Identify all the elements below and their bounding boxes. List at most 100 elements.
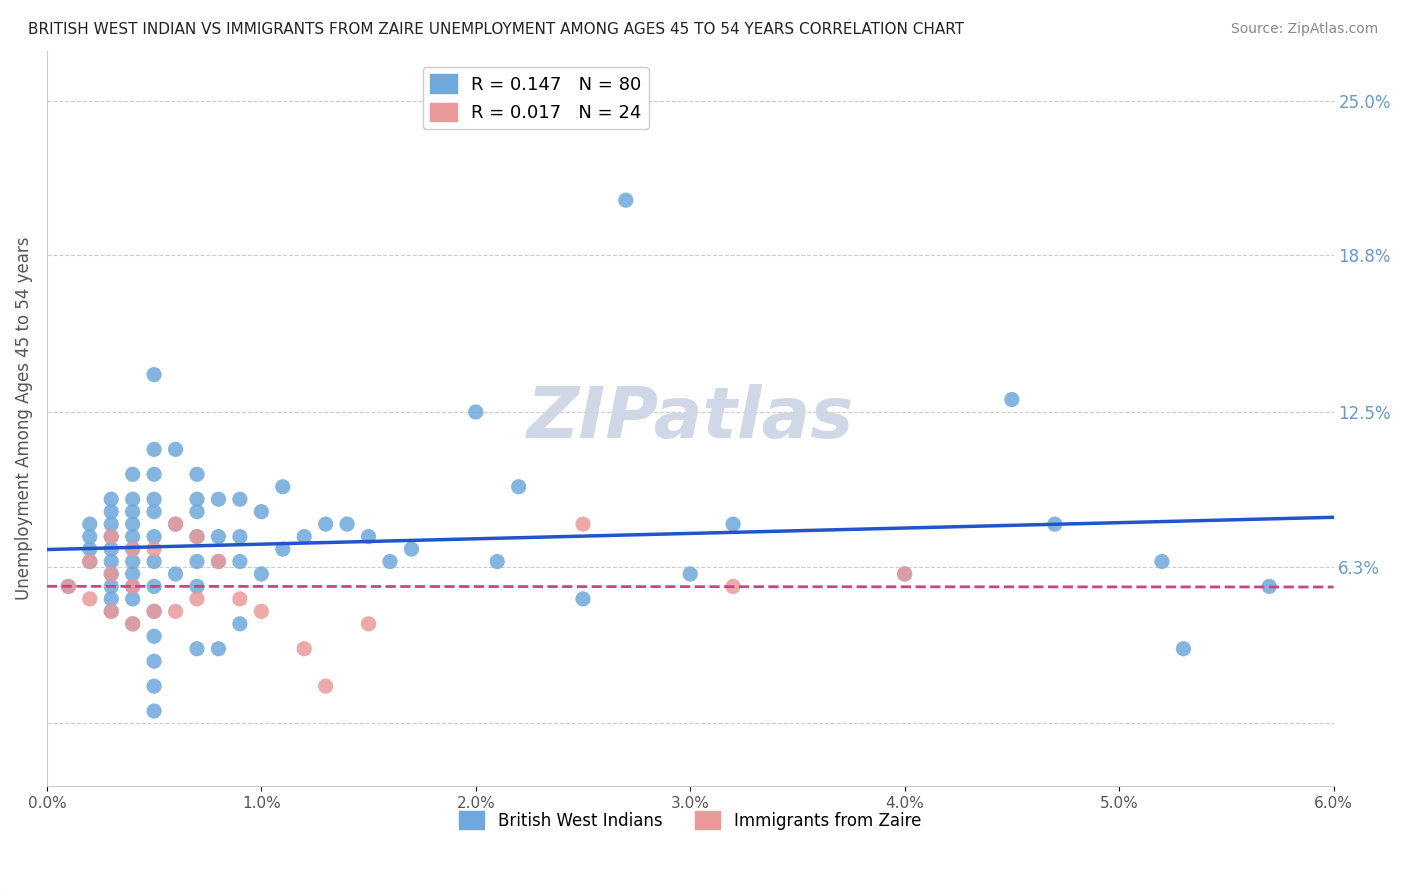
Point [229, 530, 252, 544]
Point [315, 679, 337, 693]
Point [121, 566, 143, 581]
Point [1173, 641, 1195, 656]
Point [893, 566, 915, 581]
Point [165, 517, 187, 532]
Point [186, 530, 208, 544]
Point [271, 480, 294, 494]
Point [186, 492, 208, 507]
Point [143, 505, 166, 519]
Point [1001, 392, 1024, 407]
Point [143, 442, 166, 457]
Point [143, 530, 166, 544]
Point [121, 492, 143, 507]
Point [121, 467, 143, 482]
Y-axis label: Unemployment Among Ages 45 to 54 years: Unemployment Among Ages 45 to 54 years [15, 236, 32, 600]
Point [336, 517, 359, 532]
Point [100, 591, 122, 606]
Point [229, 492, 252, 507]
Point [100, 542, 122, 557]
Point [186, 579, 208, 593]
Point [1043, 517, 1066, 532]
Point [207, 555, 229, 569]
Point [207, 492, 229, 507]
Point [357, 616, 380, 631]
Point [721, 517, 744, 532]
Point [100, 579, 122, 593]
Point [357, 530, 380, 544]
Point [143, 704, 166, 718]
Point [165, 604, 187, 618]
Point [121, 505, 143, 519]
Point [165, 517, 187, 532]
Point [79, 555, 101, 569]
Point [186, 591, 208, 606]
Point [1150, 555, 1173, 569]
Point [229, 555, 252, 569]
Point [165, 566, 187, 581]
Point [121, 579, 143, 593]
Point [143, 542, 166, 557]
Point [271, 542, 294, 557]
Point [100, 530, 122, 544]
Point [100, 492, 122, 507]
Point [250, 566, 273, 581]
Point [165, 442, 187, 457]
Point [143, 467, 166, 482]
Point [121, 616, 143, 631]
Text: ZIPatlas: ZIPatlas [526, 384, 853, 453]
Point [464, 405, 486, 419]
Point [100, 555, 122, 569]
Point [292, 641, 315, 656]
Point [143, 679, 166, 693]
Point [207, 641, 229, 656]
Point [229, 591, 252, 606]
Point [79, 530, 101, 544]
Point [58, 579, 80, 593]
Point [250, 604, 273, 618]
Point [143, 604, 166, 618]
Point [121, 616, 143, 631]
Point [79, 517, 101, 532]
Point [121, 591, 143, 606]
Point [79, 591, 101, 606]
Point [614, 193, 637, 207]
Point [100, 530, 122, 544]
Point [186, 505, 208, 519]
Point [143, 654, 166, 668]
Point [186, 530, 208, 544]
Point [100, 604, 122, 618]
Point [121, 555, 143, 569]
Point [378, 555, 401, 569]
Legend: British West Indians, Immigrants from Zaire: British West Indians, Immigrants from Za… [453, 805, 928, 837]
Point [100, 566, 122, 581]
Point [100, 517, 122, 532]
Point [292, 530, 315, 544]
Text: Source: ZipAtlas.com: Source: ZipAtlas.com [1230, 22, 1378, 37]
Point [186, 467, 208, 482]
Point [100, 505, 122, 519]
Point [143, 555, 166, 569]
Point [401, 542, 423, 557]
Point [229, 616, 252, 631]
Point [143, 368, 166, 382]
Point [143, 604, 166, 618]
Point [143, 492, 166, 507]
Point [79, 555, 101, 569]
Point [893, 566, 915, 581]
Point [508, 480, 530, 494]
Text: BRITISH WEST INDIAN VS IMMIGRANTS FROM ZAIRE UNEMPLOYMENT AMONG AGES 45 TO 54 YE: BRITISH WEST INDIAN VS IMMIGRANTS FROM Z… [28, 22, 965, 37]
Point [486, 555, 509, 569]
Point [315, 517, 337, 532]
Point [121, 579, 143, 593]
Point [100, 604, 122, 618]
Point [143, 629, 166, 643]
Point [207, 530, 229, 544]
Point [58, 579, 80, 593]
Point [121, 542, 143, 557]
Point [186, 555, 208, 569]
Point [100, 566, 122, 581]
Point [250, 505, 273, 519]
Point [143, 579, 166, 593]
Point [207, 555, 229, 569]
Point [121, 542, 143, 557]
